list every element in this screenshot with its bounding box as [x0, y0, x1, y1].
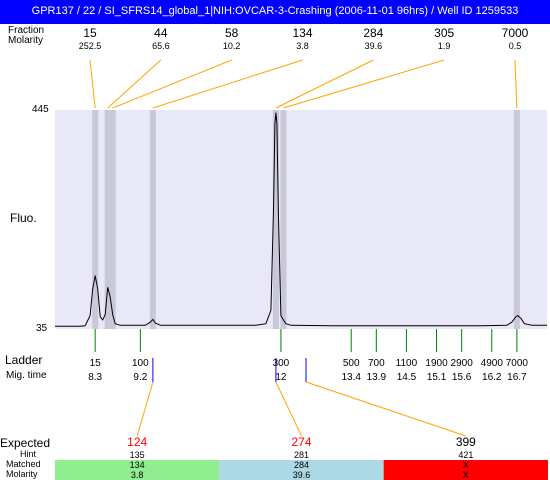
fraction-band	[272, 110, 279, 329]
molarity-label: Molarity	[8, 35, 44, 46]
fraction-size: 134	[292, 26, 313, 40]
ladder-size: 2900	[450, 358, 473, 369]
migration-time: 14.5	[396, 372, 417, 383]
fraction-molarity: 3.8	[296, 41, 309, 51]
fraction-size: 7000	[501, 26, 529, 40]
hint-label: Hint	[20, 449, 37, 459]
y-max-label: 445	[32, 104, 49, 115]
hint-value: 421	[458, 450, 474, 460]
migration-time: 13.4	[341, 372, 361, 383]
migration-time-label: Mig. time	[6, 370, 47, 381]
fraction-molarity: 39.6	[364, 41, 383, 51]
ladder-size: 1100	[395, 358, 418, 369]
molarity-row-label: Molarity	[6, 469, 38, 479]
fraction-molarity: 10.2	[222, 41, 241, 51]
match-block	[383, 460, 548, 480]
fraction-size: 15	[83, 26, 97, 40]
fraction-label: Fraction	[8, 25, 45, 36]
fraction-size: 305	[434, 26, 455, 40]
fraction-molarity: 252.5	[78, 41, 102, 51]
ladder-size: 300	[272, 358, 290, 369]
matched-molarity: 3.8	[130, 470, 144, 480]
fraction-connector	[514, 59, 518, 109]
ladder-size: 500	[342, 358, 360, 369]
migration-time: 16.7	[507, 372, 527, 383]
fraction-connector	[112, 59, 232, 109]
title-bar: GPR137 / 22 / SI_SFRS14_global_1|NIH:OVC…	[0, 0, 550, 24]
fraction-connector	[107, 59, 162, 109]
ladder-label: Ladder	[5, 353, 43, 367]
expected-connector	[305, 381, 466, 437]
ladder-size: 1900	[425, 358, 448, 369]
fraction-size: 44	[154, 26, 168, 40]
matched-label: Matched	[6, 459, 41, 469]
fraction-band	[104, 110, 111, 329]
expected-value: 399	[455, 435, 476, 449]
expected-connector	[136, 381, 154, 437]
migration-time: 16.2	[482, 372, 502, 383]
matched-value: 134	[129, 460, 145, 470]
expected-label: Expected	[0, 436, 51, 450]
migration-time: 13.9	[366, 372, 387, 383]
plot-area	[55, 110, 547, 329]
fraction-molarity: 0.5	[508, 41, 522, 51]
ladder-size: 100	[132, 358, 149, 369]
ladder-size: 4900	[480, 358, 503, 369]
fraction-band	[513, 110, 520, 329]
match-block	[55, 460, 220, 480]
fraction-connector	[152, 59, 303, 109]
migration-time: 12	[275, 372, 287, 383]
match-block	[219, 460, 384, 480]
y-axis-label: Fluo.	[10, 211, 37, 225]
fraction-connector	[89, 59, 96, 109]
fraction-molarity: 1.9	[437, 41, 451, 51]
fraction-size: 284	[363, 26, 384, 40]
fluorescence-trace	[55, 112, 547, 327]
fraction-molarity: 65.6	[152, 41, 170, 51]
matched-value: 284	[293, 460, 310, 470]
fraction-band	[92, 110, 99, 329]
migration-time: 9.2	[133, 372, 148, 383]
fraction-connector	[275, 59, 374, 109]
matched-molarity: 39.6	[292, 470, 311, 480]
hint-value: 281	[293, 450, 310, 460]
matched-molarity: X	[462, 470, 469, 480]
migration-time: 15.1	[426, 372, 447, 383]
fraction-band	[149, 110, 156, 329]
migration-time: 15.6	[451, 372, 472, 383]
expected-value: 124	[127, 435, 148, 449]
y-min-label: 35	[36, 323, 48, 334]
fraction-connector	[283, 59, 445, 109]
hint-value: 135	[129, 450, 145, 460]
fraction-band	[109, 110, 116, 329]
expected-connector	[275, 381, 302, 437]
ladder-size: 15	[89, 358, 101, 369]
ladder-size: 700	[367, 358, 385, 369]
page-title: GPR137 / 22 / SI_SFRS14_global_1|NIH:OVC…	[31, 5, 519, 17]
fraction-size: 58	[224, 26, 239, 40]
fraction-band	[280, 110, 287, 329]
migration-time: 8.3	[88, 372, 103, 383]
expected-value: 274	[291, 435, 312, 449]
ladder-size: 7000	[505, 358, 528, 369]
matched-value: X	[462, 460, 469, 470]
